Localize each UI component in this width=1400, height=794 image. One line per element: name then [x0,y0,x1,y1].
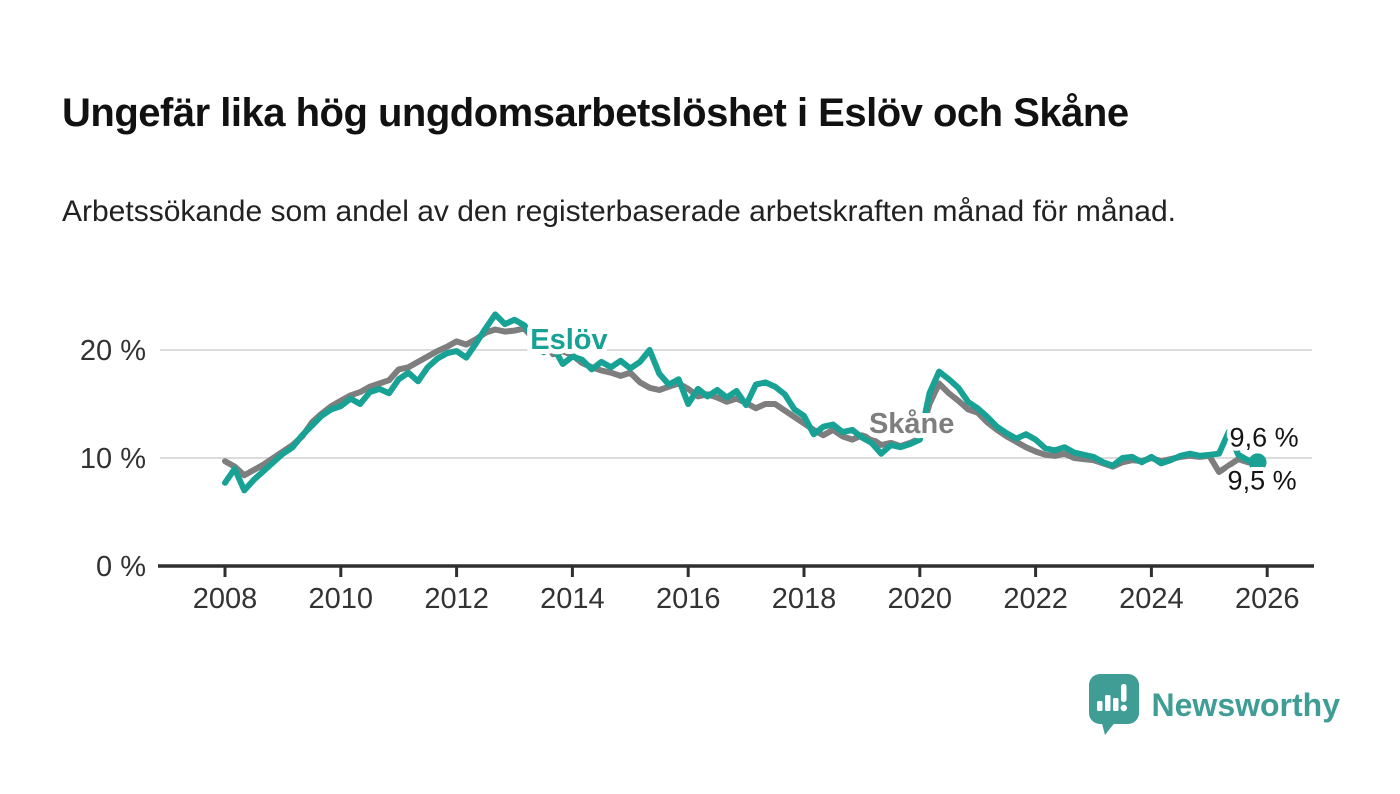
x-tick-label: 2018 [772,583,837,615]
newsworthy-branding: Newsworthy [1088,672,1340,738]
logo-bar-3 [1112,698,1119,711]
eslov-end-value-label: 9,6 % [1230,422,1299,452]
skane-series-label: Skåne [869,408,954,440]
x-tick-label: 2022 [1003,583,1068,615]
logo-exclamation-bar [1120,684,1127,702]
chart-generated-layer: 0 % 10 % 20 % 2008 2010 2012 2014 2016 2018 2020 2… [80,311,1314,615]
x-tick-label: 2014 [540,583,605,615]
logo-bar-1 [1096,701,1103,711]
x-tick-label: 2012 [424,583,489,615]
x-tick-label: 2024 [1119,583,1184,615]
logo-exclamation-dot [1120,704,1127,712]
chart-annotation-layer: Eslöv Skåne 9,6 % 9,5 % [525,319,1302,499]
y-tick-label: 0 % [96,551,146,583]
x-tick-label: 2010 [309,583,374,615]
eslov-series-label: Eslöv [530,324,607,356]
page-title: Ungefär lika hög ungdomsarbetslöshet i E… [62,90,1129,135]
y-tick-label: 10 % [80,443,146,475]
series-line-eslv [222,311,1261,494]
x-tick-label: 2008 [193,583,258,615]
logo-bar-2 [1104,695,1111,711]
x-tick-label: 2020 [888,583,953,615]
brand-name: Newsworthy [1151,686,1340,723]
series-end-dot [1248,453,1267,472]
skane-end-value-label: 9,5 % [1228,465,1297,495]
x-tick-label: 2026 [1235,583,1300,615]
chart-subtitle: Arbetssökande som andel av den registerb… [62,195,1176,228]
y-tick-label: 20 % [80,335,146,367]
x-tick-label: 2016 [656,583,721,615]
newsworthy-logo-icon [1088,674,1139,735]
